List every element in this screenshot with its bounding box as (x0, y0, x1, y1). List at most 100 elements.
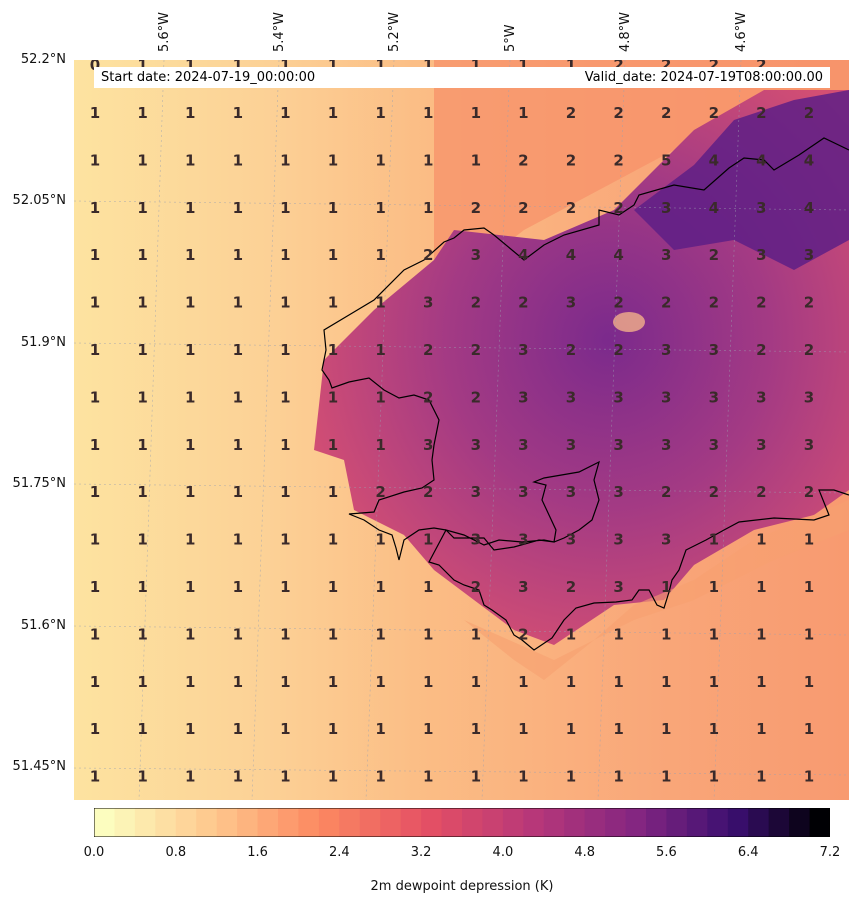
grid-value: 2 (804, 483, 814, 501)
grid-value: 3 (804, 246, 814, 264)
grid-value: 1 (185, 578, 195, 596)
grid-value: 2 (804, 341, 814, 359)
grid-value: 1 (90, 199, 100, 217)
colorbar-segment (441, 808, 463, 837)
grid-value: 1 (471, 625, 481, 643)
grid-value: 1 (756, 578, 766, 596)
lat-label: 51.9°N (20, 335, 66, 350)
grid-value: 3 (423, 294, 433, 312)
grid-value: 3 (518, 436, 528, 454)
grid-value: 1 (233, 104, 243, 122)
grid-value: 2 (613, 294, 623, 312)
grid-value: 3 (518, 531, 528, 549)
lon-label: 4.6°W (734, 11, 749, 52)
grid-value: 2 (566, 578, 576, 596)
grid-value: 1 (233, 388, 243, 406)
colorbar-segment (666, 808, 688, 837)
grid-value: 1 (756, 720, 766, 738)
lat-label: 52.05°N (12, 193, 66, 208)
grid-value: 1 (375, 720, 385, 738)
grid-value: 1 (90, 578, 100, 596)
colorbar-segment (339, 808, 361, 837)
grid-value: 1 (280, 341, 290, 359)
grid-value: 1 (375, 436, 385, 454)
grid-value: 1 (233, 673, 243, 691)
grid-value: 1 (185, 720, 195, 738)
grid-value: 1 (90, 246, 100, 264)
colorbar-segment (482, 808, 504, 837)
colorbar-segment (707, 808, 729, 837)
colorbar-segment (257, 808, 279, 837)
grid-value: 2 (613, 151, 623, 169)
grid-value: 1 (328, 199, 338, 217)
grid-value: 1 (613, 673, 623, 691)
grid-value: 1 (90, 625, 100, 643)
grid-value: 1 (804, 673, 814, 691)
grid-value: 3 (613, 531, 623, 549)
grid-value: 1 (423, 578, 433, 596)
colorbar-segment (94, 808, 115, 837)
grid-value: 3 (804, 388, 814, 406)
grid-value: 1 (375, 341, 385, 359)
grid-value: 1 (90, 768, 100, 786)
grid-value: 1 (233, 578, 243, 596)
grid-value: 3 (471, 246, 481, 264)
grid-value: 1 (137, 388, 147, 406)
land-peak-field (634, 90, 849, 270)
colorbar-segment (114, 808, 136, 837)
grid-value: 1 (185, 483, 195, 501)
colorbar-segment (216, 808, 238, 837)
grid-value: 1 (423, 768, 433, 786)
grid-value: 1 (375, 104, 385, 122)
colorbar-segment (318, 808, 340, 837)
grid-value: 1 (185, 294, 195, 312)
grid-value: 2 (566, 341, 576, 359)
colorbar-segment (605, 808, 627, 837)
grid-value: 1 (137, 483, 147, 501)
colorbar-tick: 2.4 (328, 845, 350, 860)
grid-value: 1 (90, 673, 100, 691)
colorbar-tick: 0.0 (83, 845, 105, 860)
colorbar-tick: 4.8 (574, 845, 596, 860)
grid-value: 2 (756, 341, 766, 359)
grid-value: 3 (613, 578, 623, 596)
grid-value: 2 (423, 483, 433, 501)
lon-label: 5.2°W (387, 11, 402, 52)
lon-label: 5°W (503, 24, 518, 52)
grid-value: 1 (280, 578, 290, 596)
grid-value: 3 (471, 531, 481, 549)
grid-value: 1 (661, 625, 671, 643)
grid-value: 2 (423, 388, 433, 406)
grid-value: 1 (280, 388, 290, 406)
grid-value: 1 (661, 578, 671, 596)
grid-value: 1 (233, 531, 243, 549)
grid-value: 1 (137, 199, 147, 217)
grid-value: 2 (661, 483, 671, 501)
grid-value: 1 (137, 720, 147, 738)
grid-value: 1 (137, 531, 147, 549)
grid-value: 1 (137, 341, 147, 359)
grid-value: 2 (661, 294, 671, 312)
grid-value: 1 (280, 768, 290, 786)
grid-value: 1 (709, 768, 719, 786)
grid-value: 3 (423, 436, 433, 454)
grid-value: 1 (804, 578, 814, 596)
grid-value: 1 (709, 578, 719, 596)
grid-value: 2 (661, 104, 671, 122)
grid-value: 1 (804, 531, 814, 549)
grid-value: 3 (613, 436, 623, 454)
colorbar-tick: 7.2 (819, 845, 841, 860)
colorbar-segment (625, 808, 647, 837)
grid-value: 1 (137, 673, 147, 691)
grid-value: 2 (566, 199, 576, 217)
grid-value: 1 (375, 673, 385, 691)
grid-value: 1 (280, 436, 290, 454)
colorbar-segment (155, 808, 177, 837)
colorbar-segment (502, 808, 524, 837)
colorbar-segment (134, 808, 156, 837)
grid-value: 2 (756, 104, 766, 122)
lat-label: 51.6°N (20, 618, 66, 633)
grid-value: 3 (613, 388, 623, 406)
grid-value: 1 (375, 294, 385, 312)
grid-value: 1 (613, 720, 623, 738)
